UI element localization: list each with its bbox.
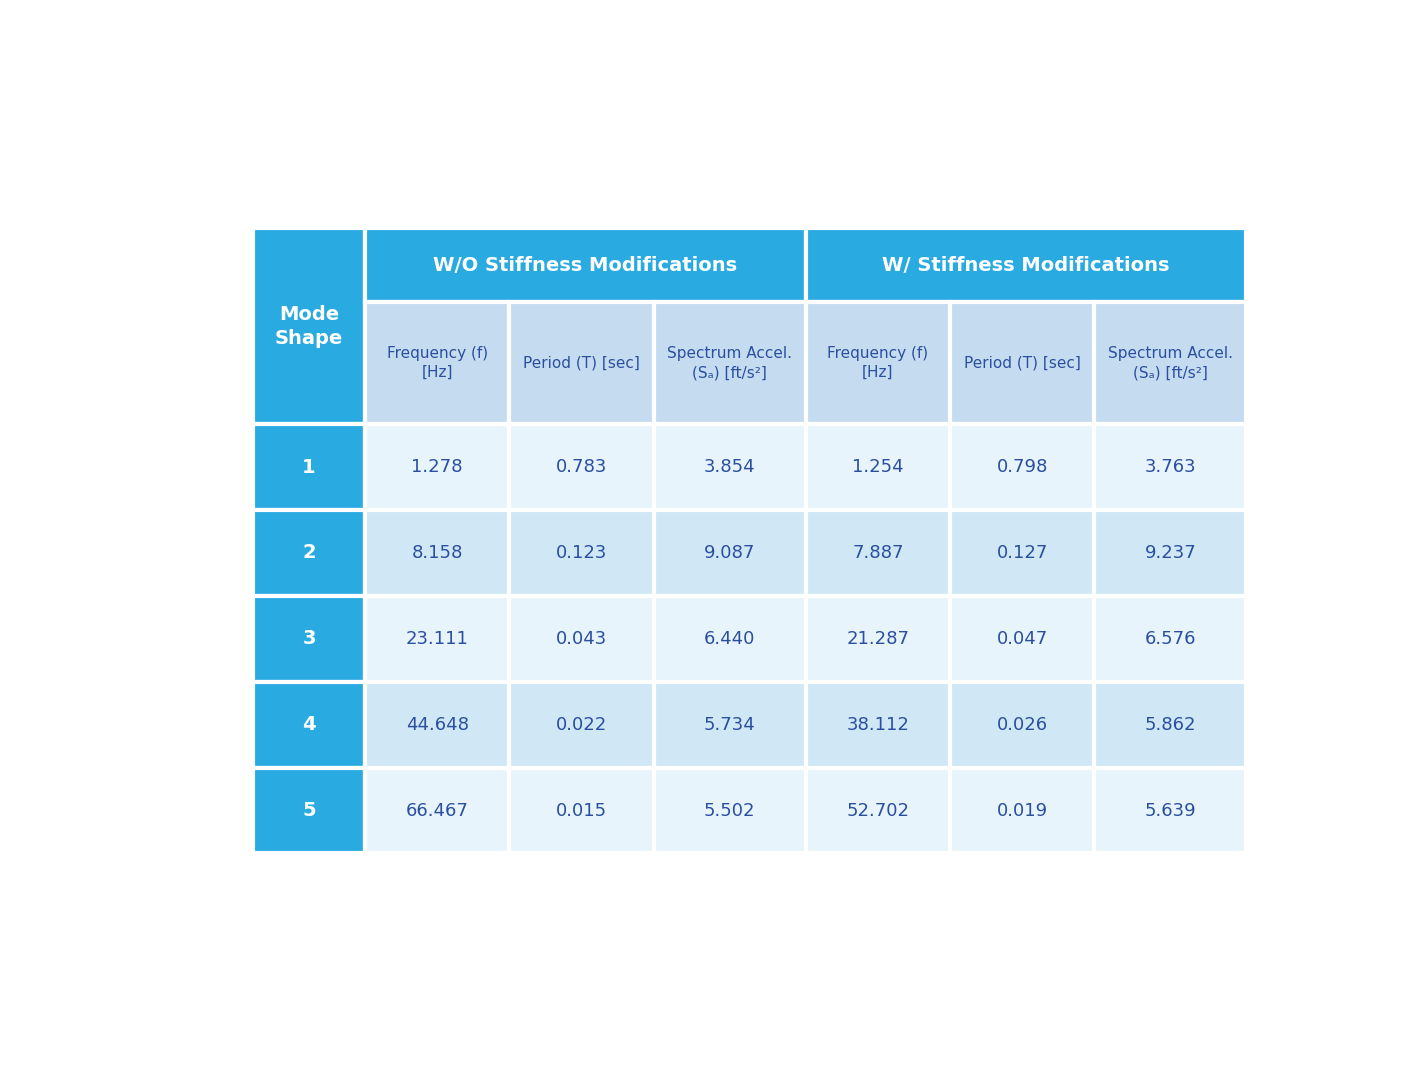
Bar (950, 596, 1095, 681)
Text: 66.467: 66.467 (406, 802, 468, 819)
Bar (365, 511, 510, 596)
Text: 4: 4 (302, 716, 316, 734)
Bar (654, 511, 806, 596)
Bar (654, 768, 806, 853)
Text: 0.015: 0.015 (555, 802, 607, 819)
Bar (510, 596, 654, 681)
Text: 9.087: 9.087 (703, 544, 755, 562)
Bar (950, 681, 1095, 768)
Text: 2: 2 (302, 544, 316, 563)
Text: 0.022: 0.022 (555, 716, 607, 734)
Bar (510, 511, 654, 596)
Text: 1: 1 (302, 457, 316, 476)
Bar (365, 424, 510, 511)
Text: 9.237: 9.237 (1145, 544, 1196, 562)
Text: 44.648: 44.648 (406, 716, 468, 734)
Text: 23.111: 23.111 (406, 630, 468, 648)
Bar (1095, 596, 1246, 681)
Text: Frequency (f)
[Hz]: Frequency (f) [Hz] (827, 346, 928, 380)
Text: 0.127: 0.127 (997, 544, 1048, 562)
Bar (1095, 681, 1246, 768)
Bar (253, 229, 365, 424)
Bar (510, 768, 654, 853)
Bar (806, 596, 950, 681)
Bar (253, 681, 365, 768)
Bar (365, 768, 510, 853)
Text: Mode
Shape: Mode Shape (275, 304, 343, 348)
Bar (1095, 302, 1246, 424)
Bar (1095, 768, 1246, 853)
Bar (654, 681, 806, 768)
Text: 0.043: 0.043 (555, 630, 607, 648)
Text: 8.158: 8.158 (412, 544, 463, 562)
Bar (654, 596, 806, 681)
Bar (365, 229, 806, 302)
Bar (253, 511, 365, 596)
Text: 6.576: 6.576 (1145, 630, 1196, 648)
Bar (510, 302, 654, 424)
Bar (806, 681, 950, 768)
Bar (806, 229, 1246, 302)
Text: Period (T) [sec]: Period (T) [sec] (964, 356, 1081, 371)
Text: 0.047: 0.047 (997, 630, 1048, 648)
Bar (950, 424, 1095, 511)
Bar (1095, 511, 1246, 596)
Text: Spectrum Accel.
(Sₐ) [ft/s²]: Spectrum Accel. (Sₐ) [ft/s²] (1108, 346, 1233, 380)
Text: 0.026: 0.026 (997, 716, 1048, 734)
Text: W/O Stiffness Modifications: W/O Stiffness Modifications (433, 256, 738, 274)
Text: 0.123: 0.123 (555, 544, 607, 562)
Text: 1.254: 1.254 (852, 458, 904, 476)
Bar (253, 424, 365, 511)
Text: 6.440: 6.440 (703, 630, 755, 648)
Text: 3.763: 3.763 (1145, 458, 1196, 476)
Text: 5.734: 5.734 (703, 716, 756, 734)
Bar (806, 302, 950, 424)
Bar (806, 424, 950, 511)
Bar (950, 302, 1095, 424)
Text: Spectrum Accel.
(Sₐ) [ft/s²]: Spectrum Accel. (Sₐ) [ft/s²] (666, 346, 792, 380)
Bar (806, 768, 950, 853)
Text: 1.278: 1.278 (412, 458, 463, 476)
Text: 52.702: 52.702 (846, 802, 910, 819)
Text: 38.112: 38.112 (846, 716, 909, 734)
Text: 0.019: 0.019 (997, 802, 1048, 819)
Text: 3.854: 3.854 (703, 458, 756, 476)
Text: 0.798: 0.798 (997, 458, 1048, 476)
Bar (365, 681, 510, 768)
Bar (510, 681, 654, 768)
Text: W/ Stiffness Modifications: W/ Stiffness Modifications (883, 256, 1169, 274)
Bar (253, 596, 365, 681)
Bar (510, 424, 654, 511)
Bar (654, 424, 806, 511)
Bar (1095, 424, 1246, 511)
Text: 5: 5 (302, 801, 316, 820)
Text: 3: 3 (302, 629, 316, 648)
Text: Frequency (f)
[Hz]: Frequency (f) [Hz] (386, 346, 487, 380)
Bar (950, 768, 1095, 853)
Bar (253, 768, 365, 853)
Text: 0.783: 0.783 (555, 458, 607, 476)
Bar (950, 511, 1095, 596)
Text: 21.287: 21.287 (846, 630, 910, 648)
Text: 5.639: 5.639 (1145, 802, 1196, 819)
Bar (365, 596, 510, 681)
Bar (806, 511, 950, 596)
Bar (654, 302, 806, 424)
Text: 5.502: 5.502 (703, 802, 755, 819)
Text: 7.887: 7.887 (852, 544, 904, 562)
Text: Period (T) [sec]: Period (T) [sec] (523, 356, 639, 371)
Text: 5.862: 5.862 (1145, 716, 1196, 734)
Bar (365, 302, 510, 424)
